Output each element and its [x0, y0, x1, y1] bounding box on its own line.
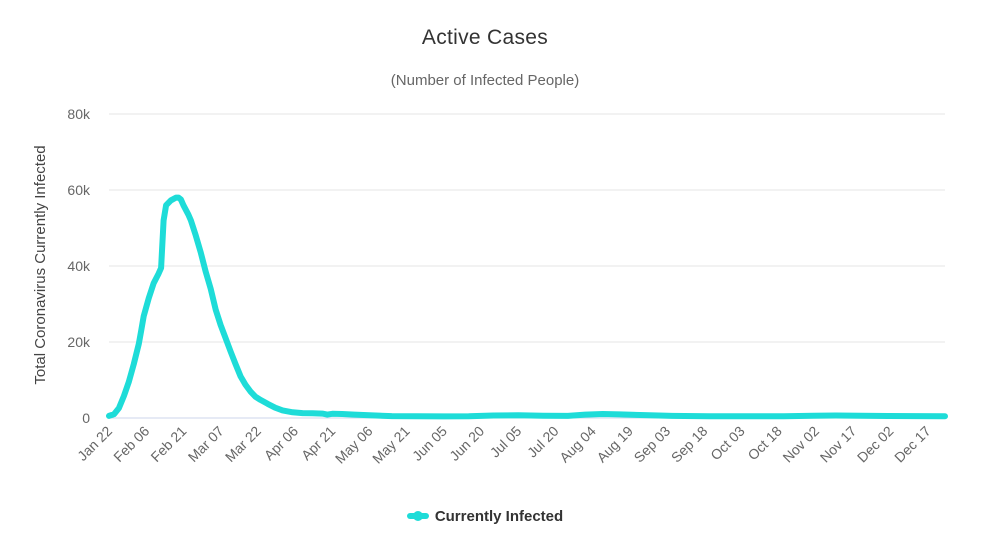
- chart-subtitle: (Number of Infected People): [390, 72, 580, 89]
- x-tick-label: Oct 03: [707, 423, 748, 464]
- x-tick-label: Nov 17: [817, 423, 860, 466]
- legend-item-currently-infected[interactable]: Currently Infected: [406, 507, 564, 525]
- y-axis-title: Total Coronavirus Currently Infected: [32, 145, 49, 384]
- x-tick-label: Dec 02: [854, 423, 897, 466]
- y-tick-label: 20k: [67, 334, 91, 350]
- legend-swatch-icon: [406, 511, 429, 521]
- x-tick-label: Oct 18: [744, 423, 785, 464]
- y-axis: 0 20k 40k 60k 80k: [67, 106, 91, 426]
- x-tick-label: Dec 17: [891, 423, 934, 466]
- x-tick-label: Nov 02: [779, 423, 822, 466]
- x-tick-label: Jun 05: [409, 423, 450, 464]
- x-tick-label: Feb 06: [110, 423, 152, 465]
- x-tick-label: Mar 07: [185, 423, 227, 465]
- y-tick-label: 60k: [67, 182, 91, 198]
- x-tick-label: May 21: [369, 423, 413, 467]
- x-tick-label: Jun 20: [446, 423, 487, 464]
- legend-label: Currently Infected: [434, 507, 564, 525]
- y-tick-label: 0: [82, 410, 90, 426]
- x-tick-label: Sep 18: [668, 423, 711, 466]
- grid: [109, 113, 945, 419]
- legend: Currently Infected: [0, 506, 970, 525]
- x-tick-label: Aug 04: [556, 423, 599, 466]
- y-tick-label: 40k: [67, 258, 91, 274]
- x-tick-label: Sep 03: [631, 423, 674, 466]
- y-tick-label: 80k: [67, 106, 91, 122]
- x-tick-label: Feb 21: [147, 423, 189, 465]
- x-tick-label: Mar 22: [222, 423, 264, 465]
- chart-title: Active Cases: [421, 26, 549, 49]
- series-line-currently-infected[interactable]: [106, 194, 948, 420]
- x-tick-label: May 06: [332, 423, 376, 467]
- x-tick-label: Jul 05: [487, 423, 525, 461]
- x-tick-label: Apr 06: [261, 423, 302, 464]
- series-layer: [106, 194, 948, 420]
- x-tick-label: Jan 22: [74, 423, 115, 464]
- x-tick-label: Aug 19: [593, 423, 636, 466]
